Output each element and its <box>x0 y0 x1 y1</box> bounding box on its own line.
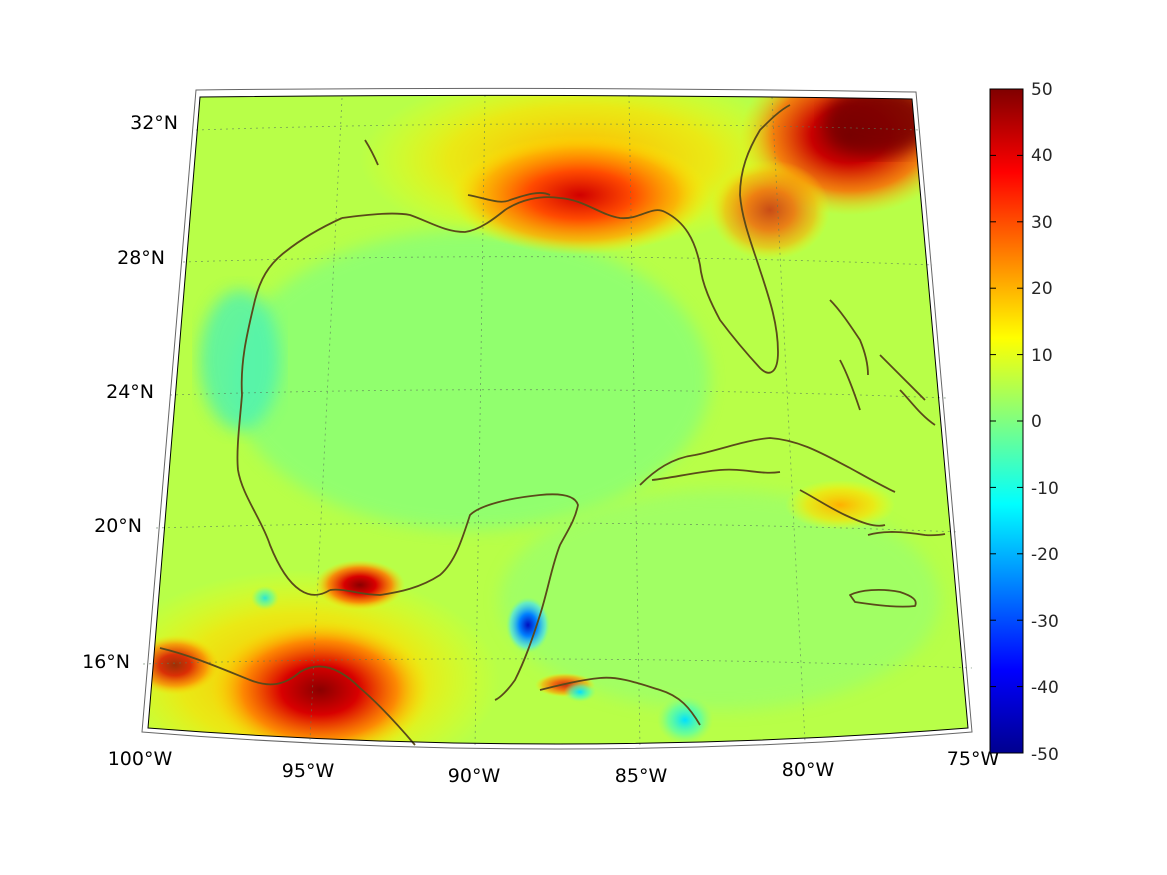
lat-label-32n: 32°N <box>130 112 178 134</box>
lat-label-24n: 24°N <box>106 381 154 403</box>
colorbar: 50 40 30 20 10 0 -10 -20 -30 -40 -50 <box>989 80 1059 765</box>
lon-label-80w: 80°W <box>782 759 835 781</box>
colorbar-label-neg30: -30 <box>1031 612 1059 632</box>
colorbar-labels: 50 40 30 20 10 0 -10 -20 -30 -40 -50 <box>1031 80 1059 765</box>
colorbar-label-50: 50 <box>1031 80 1053 100</box>
colorbar-ticks <box>990 88 1023 754</box>
colorbar-label-20: 20 <box>1031 279 1053 299</box>
longitude-labels: 100°W 95°W 90°W 85°W 80°W 75°W <box>108 748 1000 787</box>
lat-label-20n: 20°N <box>94 515 142 537</box>
lon-label-95w: 95°W <box>282 760 335 782</box>
colorbar-label-40: 40 <box>1031 146 1053 166</box>
colorbar-label-neg50: -50 <box>1031 745 1059 765</box>
lat-label-16n: 16°N <box>82 651 130 673</box>
colorbar-label-neg20: -20 <box>1031 545 1059 565</box>
lon-label-100w: 100°W <box>108 748 173 770</box>
lon-label-85w: 85°W <box>615 765 668 787</box>
map-frame <box>141 87 973 750</box>
colorbar-label-neg40: -40 <box>1031 678 1059 698</box>
data-field <box>148 95 968 744</box>
lon-label-90w: 90°W <box>448 765 501 787</box>
lat-label-28n: 28°N <box>117 247 165 269</box>
colorbar-label-30: 30 <box>1031 213 1053 233</box>
lon-label-75w: 75°W <box>947 748 1000 770</box>
coastlines <box>159 104 946 746</box>
latitude-labels: 32°N 28°N 24°N 20°N 16°N <box>82 112 178 673</box>
colorbar-label-0: 0 <box>1031 412 1042 432</box>
colorbar-label-10: 10 <box>1031 346 1053 366</box>
graticule <box>142 94 973 749</box>
colorbar-label-neg10: -10 <box>1031 479 1059 499</box>
